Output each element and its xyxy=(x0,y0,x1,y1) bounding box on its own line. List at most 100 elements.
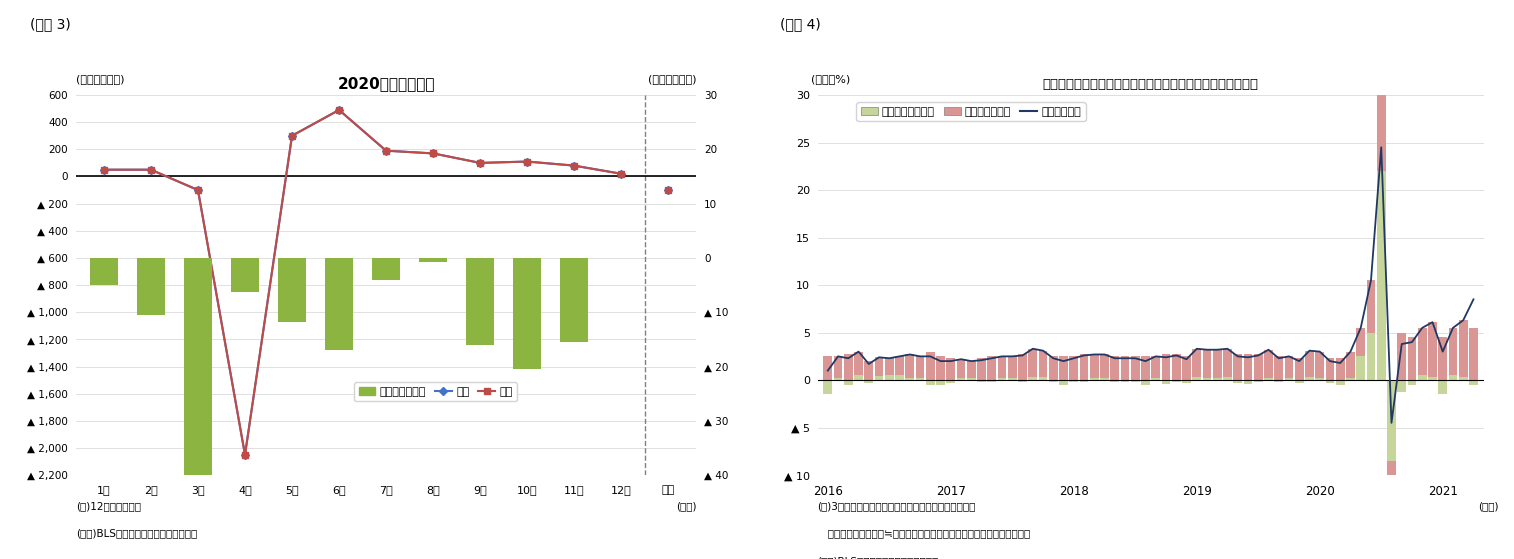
Bar xyxy=(1326,380,1334,383)
Bar xyxy=(136,258,165,315)
Bar xyxy=(1428,377,1437,380)
Bar xyxy=(1367,281,1375,333)
Bar xyxy=(1449,328,1458,376)
Bar xyxy=(1428,322,1437,377)
Bar xyxy=(905,354,914,378)
Bar xyxy=(230,258,259,292)
Bar xyxy=(1346,378,1355,380)
Bar xyxy=(1254,353,1263,380)
Bar xyxy=(1243,353,1252,380)
Bar xyxy=(1142,380,1149,385)
Bar xyxy=(1019,380,1026,382)
Bar xyxy=(1438,380,1447,395)
Bar xyxy=(1110,357,1119,380)
Text: (注)3カ月後方移動平均後の前月比伸び率（年率換算）: (注)3カ月後方移動平均後の前月比伸び率（年率換算） xyxy=(818,501,977,511)
Bar xyxy=(1234,353,1241,380)
Bar xyxy=(1316,378,1325,380)
Bar xyxy=(1213,378,1222,380)
Bar xyxy=(1049,380,1058,382)
Bar xyxy=(1316,352,1325,378)
Legend: 週当たり労働時間, 時間当たり賃金, 週当たり賃金: 週当たり労働時間, 時間当たり賃金, 週当たり賃金 xyxy=(857,102,1086,121)
Bar xyxy=(936,380,945,385)
Bar xyxy=(1060,357,1067,380)
Bar xyxy=(1335,358,1344,380)
Bar xyxy=(1202,350,1211,378)
Bar xyxy=(1172,380,1181,382)
Bar xyxy=(946,358,955,380)
Bar xyxy=(1131,380,1140,382)
Text: (月次): (月次) xyxy=(675,501,696,511)
Bar xyxy=(946,380,955,383)
Bar xyxy=(854,376,863,380)
Bar xyxy=(1161,380,1170,384)
Bar xyxy=(1152,378,1160,380)
Bar xyxy=(1285,378,1293,380)
Bar xyxy=(1152,357,1160,378)
Bar xyxy=(1275,357,1282,380)
Bar xyxy=(1459,320,1467,377)
Bar xyxy=(1305,350,1314,377)
Bar xyxy=(1387,380,1396,461)
Bar xyxy=(977,380,986,382)
Bar xyxy=(1223,377,1232,380)
Bar xyxy=(1069,357,1078,380)
Bar xyxy=(1101,378,1108,380)
Bar xyxy=(1120,357,1129,380)
Bar xyxy=(513,258,540,369)
Bar xyxy=(927,352,934,380)
Text: 週当たり賃金伸び率≒週当たり労働時間伸び率＋時間当たり賃金伸び率: 週当たり賃金伸び率≒週当たり労働時間伸び率＋時間当たり賃金伸び率 xyxy=(818,529,1030,539)
Bar xyxy=(957,378,966,380)
Bar xyxy=(1213,350,1222,378)
Bar xyxy=(864,361,874,380)
Bar xyxy=(886,376,893,380)
Bar xyxy=(1357,328,1366,357)
Bar xyxy=(1285,357,1293,378)
Bar xyxy=(1326,358,1334,380)
Bar xyxy=(977,358,986,380)
Bar xyxy=(824,357,833,380)
Bar xyxy=(1161,353,1170,380)
Bar xyxy=(824,380,833,395)
Bar xyxy=(1182,357,1192,380)
Text: (前月差、万人): (前月差、万人) xyxy=(76,74,124,84)
Bar xyxy=(843,380,852,385)
Bar xyxy=(89,258,118,285)
Bar xyxy=(864,380,874,383)
Bar xyxy=(1264,350,1273,378)
Title: 民間非農業部門の週当たり賃金伸び率（年率換算、寄与度）: 民間非農業部門の週当たり賃金伸び率（年率換算、寄与度） xyxy=(1043,78,1258,91)
Bar xyxy=(1028,377,1037,380)
Bar xyxy=(987,380,996,382)
Bar xyxy=(875,357,883,376)
Bar xyxy=(1408,338,1416,380)
Text: (改定幅、万人): (改定幅、万人) xyxy=(648,74,696,84)
Text: (年率、%): (年率、%) xyxy=(812,74,851,84)
Bar xyxy=(1387,461,1396,559)
Bar xyxy=(1419,328,1426,376)
Bar xyxy=(1397,333,1407,380)
Bar xyxy=(1019,353,1026,380)
Bar xyxy=(916,378,925,380)
Bar xyxy=(1028,349,1037,377)
Title: 2020年改定の結果: 2020年改定の結果 xyxy=(338,76,435,91)
Bar xyxy=(1376,0,1385,171)
Bar xyxy=(1069,380,1078,382)
Bar xyxy=(1182,380,1192,383)
Bar xyxy=(1357,357,1366,380)
Bar xyxy=(1110,380,1119,382)
Bar xyxy=(1131,357,1140,380)
Bar xyxy=(1459,377,1467,380)
Text: (資料)BLSよりニッセイ基礎研究所作成: (資料)BLSよりニッセイ基礎研究所作成 xyxy=(76,529,197,539)
Text: (図表 4): (図表 4) xyxy=(780,17,821,31)
Bar xyxy=(1294,380,1304,383)
Bar xyxy=(967,361,975,378)
Bar xyxy=(1376,171,1385,380)
Bar xyxy=(1193,349,1201,377)
Bar xyxy=(1254,380,1263,382)
Bar xyxy=(1264,378,1273,380)
Bar xyxy=(372,258,400,280)
Bar xyxy=(834,378,842,380)
Bar xyxy=(1202,378,1211,380)
Bar xyxy=(1039,350,1048,377)
Text: (月次): (月次) xyxy=(1478,501,1499,511)
Bar xyxy=(843,353,852,380)
